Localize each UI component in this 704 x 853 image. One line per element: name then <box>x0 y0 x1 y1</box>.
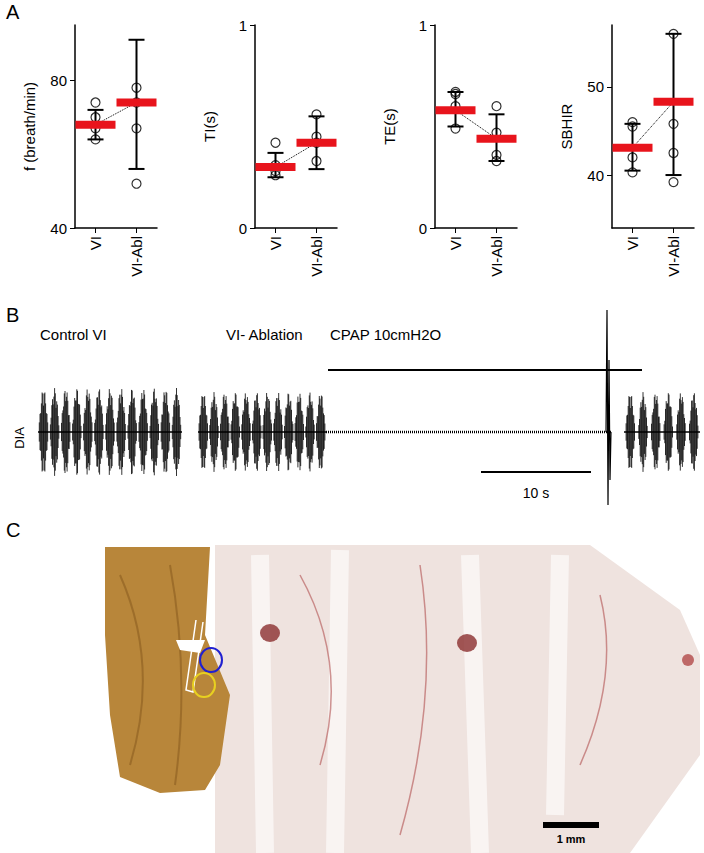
svg-text:VI-Abl: VI-Abl <box>308 236 325 277</box>
svg-text:80: 80 <box>50 72 67 89</box>
svg-text:0: 0 <box>239 220 247 237</box>
svg-text:VI: VI <box>87 236 104 250</box>
svg-text:40: 40 <box>50 220 67 237</box>
svg-text:VI: VI <box>267 236 284 250</box>
svg-text:VI-Abl: VI-Abl <box>665 236 682 277</box>
svg-text:VI-Abl: VI-Abl <box>488 236 505 277</box>
svg-text:VI: VI <box>447 236 464 250</box>
svg-text:1: 1 <box>419 17 427 34</box>
svg-text:C: C <box>6 519 20 541</box>
svg-text:10 s: 10 s <box>523 485 549 501</box>
svg-text:DIA: DIA <box>12 427 27 449</box>
svg-text:TE(s): TE(s) <box>381 108 398 145</box>
svg-text:Control VI: Control VI <box>40 326 107 343</box>
svg-text:TI(s): TI(s) <box>201 111 218 142</box>
svg-text:VI- Ablation: VI- Ablation <box>226 326 303 343</box>
svg-text:50: 50 <box>587 78 604 95</box>
svg-text:1: 1 <box>239 17 247 34</box>
svg-text:A: A <box>6 1 20 23</box>
svg-text:0: 0 <box>419 220 427 237</box>
svg-text:VI-Abl: VI-Abl <box>128 236 145 277</box>
svg-text:SBHIR: SBHIR <box>558 103 575 149</box>
svg-text:f (breath/min): f (breath/min) <box>21 82 38 171</box>
svg-text:CPAP 10cmH2O: CPAP 10cmH2O <box>330 326 441 343</box>
svg-text:40: 40 <box>587 167 604 184</box>
svg-text:1 mm: 1 mm <box>557 833 586 845</box>
svg-text:B: B <box>6 304 19 326</box>
svg-text:VI: VI <box>624 236 641 250</box>
